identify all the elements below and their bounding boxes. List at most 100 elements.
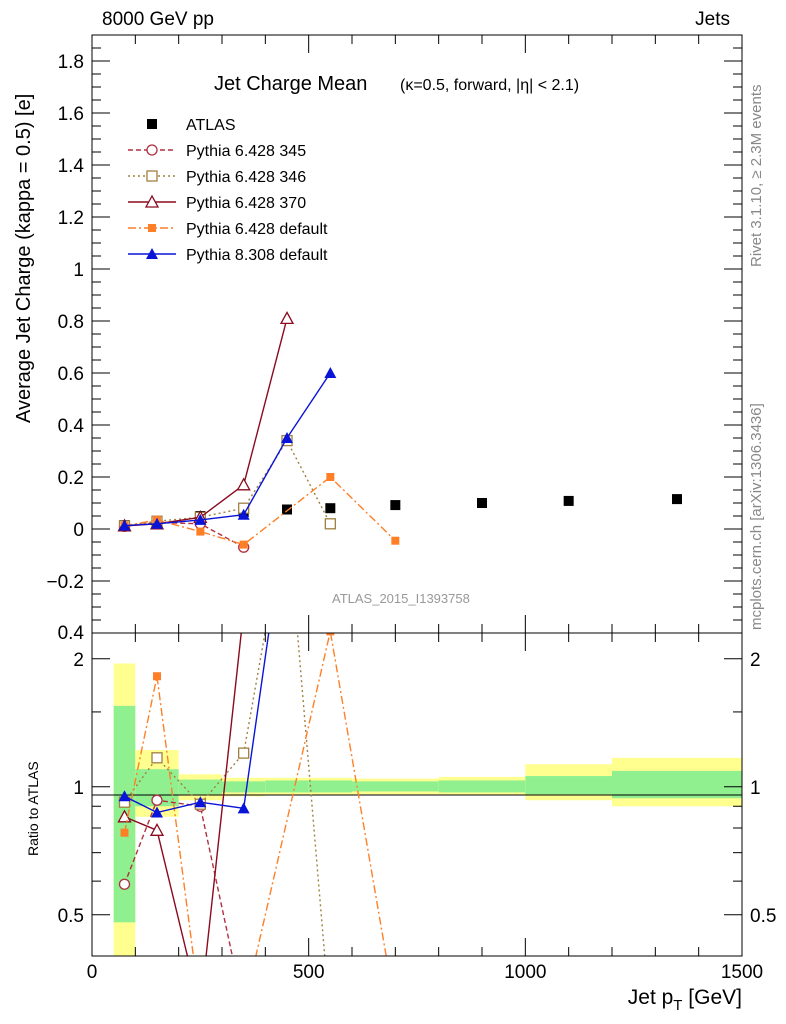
ratio-p345-point — [118, 878, 131, 890]
legend: ATLAS Pythia 6.428 345 Pythia 6.428 346 Pyt… — [128, 117, 328, 264]
ratio-p370-line — [124, 633, 242, 956]
ratio-p370-point — [194, 1003, 206, 1014]
x-tick-label: 1500 — [721, 962, 763, 983]
ratio-pdef6-point — [153, 672, 161, 681]
ratio-p8-point — [118, 790, 131, 802]
main-p8-point — [237, 508, 250, 520]
ratio-p346-line — [123, 633, 326, 956]
ratio-pdef6-point — [391, 1005, 399, 1013]
ratio-pdef6-point — [326, 633, 335, 636]
main-pdef6-line — [124, 476, 396, 546]
main-y-tick-label: 1.6 — [58, 104, 84, 125]
main-y-axis-label: Average Jet Charge (kappa = 0.5) [e] — [13, 94, 35, 423]
ratio-y-tick-label-right: 1 — [750, 778, 761, 799]
ratio-y-tick-label-left: 2 — [73, 650, 84, 671]
main-panel-series — [117, 311, 682, 553]
main-p8-point — [324, 367, 337, 378]
main-y-tick-label: 1.2 — [58, 208, 84, 229]
legend-marker — [148, 224, 156, 232]
legend-marker — [146, 170, 158, 182]
main-y-tick-label: 1.4 — [58, 156, 85, 177]
ratio-panel-axes: 0.5 0.5 1 1 2 2 0 500 1000 1500 — [58, 633, 776, 983]
ratio-p8-point — [194, 796, 207, 808]
ratio-band-inner — [352, 781, 439, 792]
main-atlas-point — [282, 504, 292, 515]
main-p346-point — [324, 518, 336, 530]
ratio-band-inner — [265, 780, 309, 793]
x-tick-label: 0 — [87, 962, 98, 983]
main-pdef6-point — [391, 536, 400, 545]
ratio-band-inner — [222, 781, 266, 793]
ratio-p8-point — [151, 806, 163, 818]
legend-label: Pythia 6.428 default — [186, 221, 328, 238]
ratio-p346-point — [151, 752, 163, 764]
ratio-y-tick-label-right: 2 — [750, 650, 761, 671]
main-p370-point — [236, 477, 251, 491]
ratio-y-axis-label: Ratio to ATLAS — [25, 761, 41, 856]
x-axis-label: Jet pT [GeV] — [628, 986, 742, 1014]
ratio-y-tick-label-left: 1 — [73, 778, 84, 799]
ratio-p370-point — [238, 604, 250, 615]
main-atlas-point — [325, 503, 336, 514]
legend-label: Pythia 6.428 345 — [186, 143, 306, 160]
main-y-tick-label: 0.4 — [58, 416, 85, 437]
legend-label: Pythia 8.308 default — [186, 247, 328, 264]
main-p8-line — [124, 372, 331, 527]
main-y-tick-label: 0.2 — [58, 468, 84, 489]
main-p8-point — [151, 517, 163, 529]
main-y-tick-label: 1 — [73, 260, 84, 281]
main-p346-line — [124, 439, 331, 527]
legend-marker — [144, 194, 160, 208]
main-p8-point — [118, 519, 131, 531]
chart-title-detail: (κ=0.5, forward, |η| < 2.1) — [400, 77, 579, 94]
main-atlas-point — [390, 500, 401, 511]
ratio-panel-frame — [91, 632, 743, 957]
ratio-p8-point — [237, 802, 250, 814]
ratio-p345-point — [239, 1004, 249, 1014]
chart-title: Jet Charge Mean — [214, 73, 367, 95]
ratio-uncertainty-bands — [113, 663, 742, 956]
main-y-tick-label: 0 — [73, 520, 84, 541]
ratio-pdef6-point — [120, 828, 129, 837]
x-tick-label: 1000 — [504, 962, 546, 983]
main-atlas-point — [563, 495, 574, 506]
legend-marker — [147, 119, 157, 129]
ratio-band-inner — [612, 770, 742, 799]
ratio-panel-series — [117, 604, 399, 1024]
main-pdef6-point — [326, 473, 335, 481]
main-p370-line — [124, 318, 288, 527]
ratio-band-inner — [308, 780, 352, 793]
main-y-tick-label: 1.8 — [58, 52, 84, 73]
legend-label: Pythia 6.428 370 — [186, 195, 306, 212]
main-p8-point — [194, 513, 207, 525]
ratio-p370-point — [149, 822, 165, 836]
collision-energy-label: 8000 GeV pp — [102, 9, 214, 30]
main-y-tick-label: 0.8 — [58, 312, 84, 333]
legend-marker — [146, 144, 158, 156]
ratio-pdef6-point — [196, 1005, 204, 1013]
legend-label: Pythia 6.428 346 — [186, 169, 306, 186]
ratio-y-tick-label-right: 0.5 — [750, 906, 776, 927]
main-y-edge-label: 0.4 — [58, 623, 85, 644]
ratio-band-inner — [525, 776, 612, 795]
ratio-band-inner — [438, 780, 526, 793]
main-p370-point — [279, 311, 295, 325]
main-atlas-point — [477, 498, 487, 508]
legend-label: ATLAS — [186, 117, 236, 134]
main-atlas-point — [672, 494, 682, 505]
main-panel-axes: −0.2 0 0.2 0.4 0.6 0.8 1 1.2 1.4 1.6 1.8 0.4 — [46, 35, 743, 644]
ratio-p346-point — [238, 747, 250, 759]
main-pdef6-point — [239, 540, 248, 549]
main-p8-point — [281, 432, 293, 443]
x-tick-label: 500 — [293, 962, 325, 983]
main-pdef6-point — [196, 527, 205, 536]
ratio-p346-point — [325, 1017, 335, 1024]
main-y-tick-label: 0.6 — [58, 364, 84, 385]
ratio-y-tick-label-left: 0.5 — [58, 906, 84, 927]
ratio-p345-point — [151, 794, 163, 806]
main-p345-line — [124, 521, 245, 548]
analysis-watermark: ATLAS_2015_I1393758 — [332, 591, 470, 606]
ratio-pdef6-point — [240, 1005, 248, 1013]
ratio-p345-line — [123, 799, 234, 956]
